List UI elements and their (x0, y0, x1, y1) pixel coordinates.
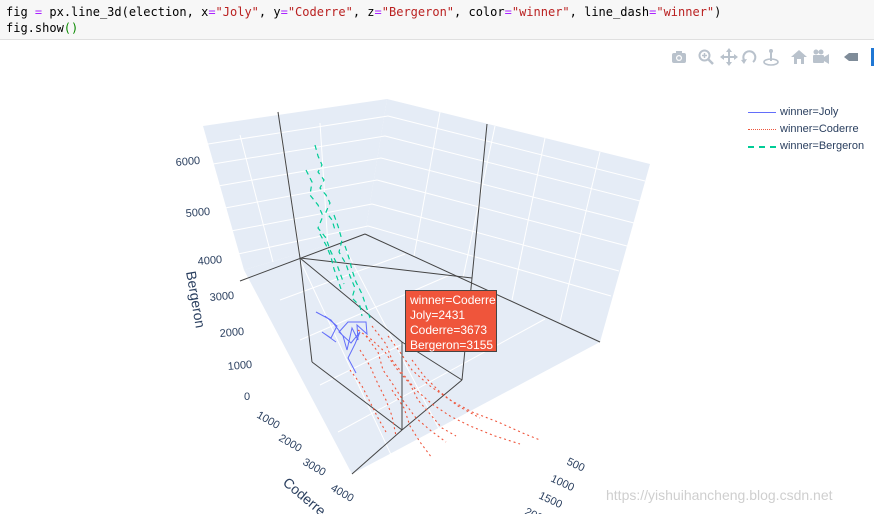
tick-label: 2000 (277, 432, 304, 455)
tick-label: 4000 (329, 482, 356, 505)
axis-title-bergeron: Bergeron (183, 270, 209, 329)
legend-label: winner=Coderre (780, 123, 859, 135)
tooltip-line: Joly=2431 (410, 308, 466, 322)
tick-label: 2000 (219, 326, 244, 340)
code-token: fig.show (6, 21, 64, 35)
legend-label: winner=Bergeron (780, 140, 865, 152)
hover-spike-icon[interactable] (842, 48, 860, 66)
legend-item-coderre[interactable]: winner=Coderre (746, 121, 864, 138)
legend-label: winner=Joly (780, 106, 839, 118)
code-line-1: fig = px.line_3d(election, x="Joly", y="… (6, 4, 868, 20)
tick-label: 1000 (549, 473, 576, 494)
trace-bergeron[interactable] (305, 144, 371, 319)
code-token: = (374, 5, 382, 19)
code-string: "Joly" (215, 5, 259, 19)
code-token: fig (6, 5, 35, 19)
code-line-2: fig.show() (6, 20, 868, 36)
trace-joly[interactable] (315, 311, 368, 374)
code-string: "winner" (511, 5, 570, 19)
code-token: = (280, 5, 288, 19)
camera-icon[interactable] (670, 48, 688, 66)
code-string: "Coderre" (287, 5, 353, 19)
watermark: https://yishuihancheng.blog.csdn.net (606, 487, 833, 503)
tick-label: 1000 (227, 359, 252, 373)
tick-label: 3000 (209, 290, 234, 304)
legend-swatch (748, 129, 776, 130)
floor-plane (244, 234, 600, 474)
axis-title-coderre: Coderre (280, 474, 329, 514)
code-token: = (649, 5, 657, 19)
code-cell[interactable]: fig = px.line_3d(election, x="Joly", y="… (0, 0, 874, 40)
turntable-rotation-icon[interactable] (762, 48, 780, 66)
code-token: = (34, 5, 43, 19)
tick-label: 5000 (185, 206, 210, 220)
right-wall (365, 99, 650, 342)
code-string: "winner" (656, 5, 715, 19)
code-token: , y (258, 5, 281, 19)
axis-box-lines (239, 111, 601, 475)
tick-label: 6000 (175, 155, 200, 169)
legend-item-bergeron[interactable]: winner=Bergeron (746, 138, 864, 155)
code-token: = (208, 5, 216, 19)
reset-camera-icon[interactable] (790, 48, 808, 66)
orbit-rotation-icon[interactable] (740, 48, 758, 66)
tick-label: 1000 (255, 409, 282, 432)
pan-icon[interactable] (720, 48, 738, 66)
tooltip-line: Bergeron=3155 (410, 338, 494, 352)
modebar-scroll-edge (871, 48, 874, 66)
tick-label: 1500 (537, 490, 564, 511)
tick-label: 3000 (301, 456, 328, 479)
legend: winner=Joly winner=Coderre winner=Berger… (746, 104, 864, 155)
tick-label: 4000 (197, 254, 222, 268)
code-token: () (63, 21, 79, 35)
trace-coderre[interactable] (349, 325, 541, 459)
tick-label: 0 (244, 391, 250, 403)
code-token: , line_dash (569, 5, 650, 19)
tooltip-line: Coderre=3673 (410, 323, 488, 337)
zoom-icon[interactable] (697, 48, 715, 66)
legend-item-joly[interactable]: winner=Joly (746, 104, 864, 121)
hover-tooltip: winner=Coderre Joly=2431 Coderre=3673 Be… (405, 290, 497, 352)
code-token: px.line_3d(election, x (42, 5, 209, 19)
last-save-camera-icon[interactable] (812, 48, 830, 66)
code-token: , z (352, 5, 375, 19)
tooltip-line: winner=Coderre (410, 293, 496, 307)
code-token: ) (714, 5, 722, 19)
code-token: = (504, 5, 512, 19)
code-string: "Bergeron" (381, 5, 455, 19)
tick-label: 2000 (523, 506, 550, 514)
legend-swatch (748, 112, 776, 113)
tick-label: 500 (565, 456, 587, 475)
legend-swatch (748, 146, 776, 148)
plot-scene[interactable]: 6000 5000 4000 3000 2000 1000 0 Bergeron… (0, 40, 874, 514)
code-token: , color (454, 5, 505, 19)
